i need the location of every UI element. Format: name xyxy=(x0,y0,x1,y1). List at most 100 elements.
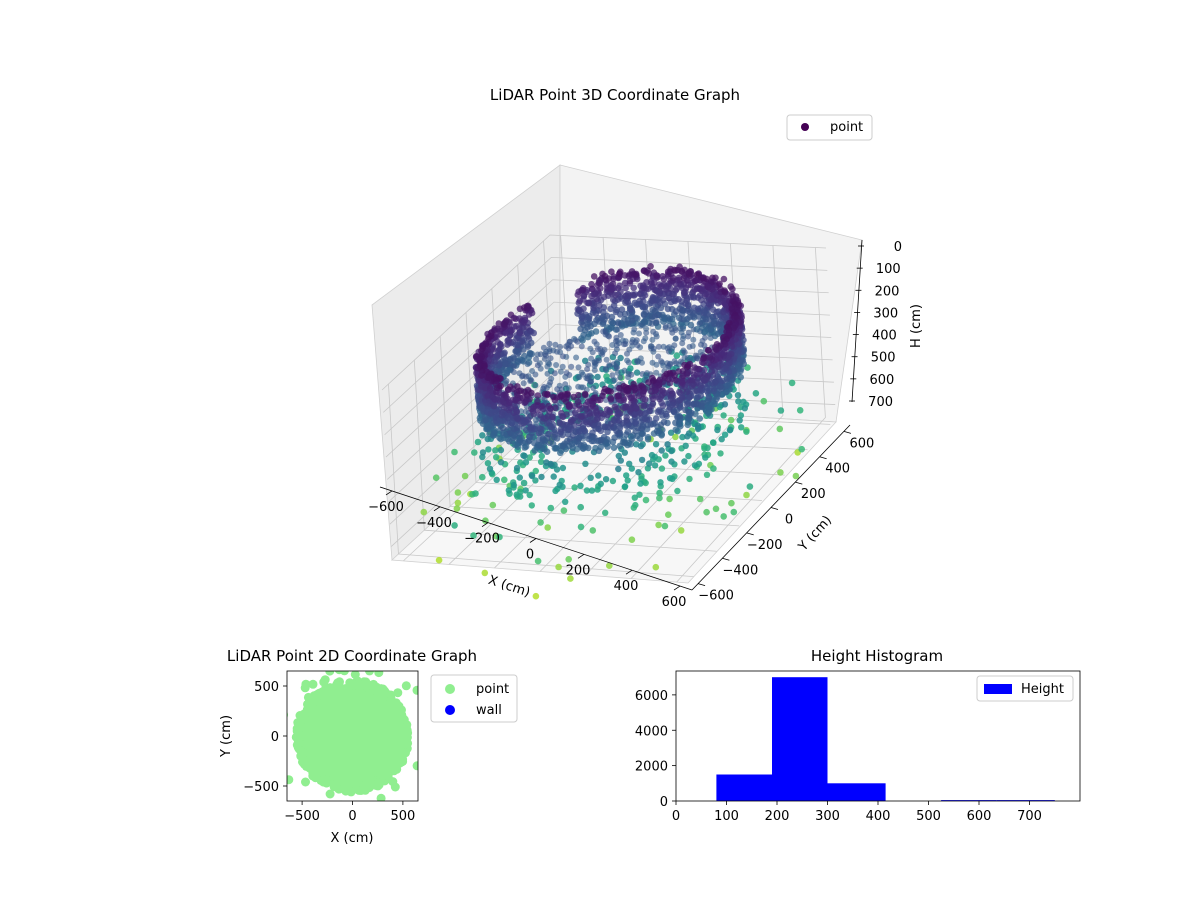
data-point xyxy=(669,329,676,336)
data-point xyxy=(522,408,529,415)
z-axis-line xyxy=(851,239,863,403)
data-point xyxy=(664,305,672,313)
data-point xyxy=(752,390,760,397)
x2d-tick-label: 0 xyxy=(348,809,356,824)
data-point xyxy=(638,322,644,329)
data-point xyxy=(536,425,544,432)
data-point xyxy=(602,476,610,483)
data-point xyxy=(590,385,597,391)
data-point xyxy=(681,458,688,465)
data-point-2d xyxy=(318,775,328,785)
data-point xyxy=(726,427,734,434)
grid-line-z xyxy=(381,234,827,391)
legend-hist-label: Height xyxy=(1021,682,1064,697)
data-point xyxy=(729,285,736,293)
data-point xyxy=(703,508,710,516)
data-point xyxy=(593,341,600,348)
data-point xyxy=(714,426,721,434)
data-point xyxy=(570,393,577,401)
data-point xyxy=(644,435,652,443)
data-point xyxy=(737,373,744,381)
data-point-2d xyxy=(429,737,438,746)
data-point xyxy=(482,384,489,392)
data-point xyxy=(516,474,523,481)
data-point xyxy=(541,383,548,390)
data-point xyxy=(641,396,649,403)
data-point xyxy=(671,372,678,379)
y-tick-label: 600 xyxy=(850,436,875,451)
data-point xyxy=(702,454,709,461)
data-point xyxy=(544,391,551,399)
data-point xyxy=(599,351,606,358)
data-point xyxy=(514,443,522,451)
grid-line-y xyxy=(413,360,717,552)
data-point xyxy=(588,292,595,300)
data-point xyxy=(543,448,551,456)
data-point xyxy=(653,318,660,325)
data-point xyxy=(576,428,583,435)
data-point xyxy=(514,341,521,349)
data-point-2d xyxy=(401,681,411,691)
x-tick-label: −400 xyxy=(416,516,452,531)
data-point xyxy=(501,321,508,328)
data-point xyxy=(629,339,636,346)
data-point xyxy=(633,432,641,440)
data-point xyxy=(671,266,678,274)
data-point xyxy=(642,496,650,504)
x-tick-label: 600 xyxy=(662,595,687,610)
x-tick-mark xyxy=(433,506,441,512)
histogram-bar xyxy=(941,800,997,801)
y-tick-mark xyxy=(770,507,779,510)
data-point xyxy=(540,344,547,351)
data-point xyxy=(651,462,659,469)
data-point xyxy=(559,464,567,472)
yh-tick-label: 2000 xyxy=(635,760,668,775)
legend-3d-label: point xyxy=(830,120,863,135)
data-point xyxy=(641,303,648,311)
yh-tick-label: 4000 xyxy=(635,724,668,739)
data-point xyxy=(666,404,674,411)
data-point xyxy=(738,424,745,431)
z-tick-label: 500 xyxy=(871,351,896,366)
data-point xyxy=(479,473,486,481)
data-point xyxy=(528,472,536,480)
data-point xyxy=(648,316,655,323)
data-point xyxy=(516,430,523,437)
data-point xyxy=(577,325,584,333)
x-axis-label: X (cm) xyxy=(486,573,532,601)
data-point xyxy=(690,326,697,333)
data-point xyxy=(560,353,566,360)
data-point xyxy=(553,362,560,368)
data-point xyxy=(575,402,583,409)
data-point xyxy=(557,343,564,350)
data-point-2d xyxy=(412,761,418,771)
data-point xyxy=(656,494,663,502)
data-point xyxy=(496,533,503,541)
data-point xyxy=(776,425,784,433)
data-point xyxy=(621,367,628,374)
data-point xyxy=(504,386,512,393)
data-point xyxy=(601,272,609,280)
data-point xyxy=(668,458,675,465)
data-point xyxy=(777,469,784,476)
data-point xyxy=(652,563,660,571)
chart-2d: LiDAR Point 2D Coordinate Graph −500 0 500… xyxy=(219,647,518,846)
data-point xyxy=(588,285,596,293)
x-tick-mark xyxy=(529,538,537,543)
legend-hist-swatch xyxy=(984,684,1012,694)
data-point xyxy=(611,377,618,384)
data-point xyxy=(420,508,428,516)
data-point xyxy=(584,324,591,331)
legend-hist: Height xyxy=(976,675,1074,702)
data-point-2d xyxy=(333,681,343,691)
x2d-tick-label: 500 xyxy=(390,809,415,824)
data-point xyxy=(693,355,700,362)
data-point xyxy=(551,431,559,438)
data-point xyxy=(510,354,517,361)
y-tick-mark xyxy=(722,557,730,561)
data-point xyxy=(487,410,495,417)
data-point xyxy=(685,452,692,460)
data-point xyxy=(594,486,601,493)
data-point xyxy=(760,397,768,405)
data-point xyxy=(631,386,638,394)
